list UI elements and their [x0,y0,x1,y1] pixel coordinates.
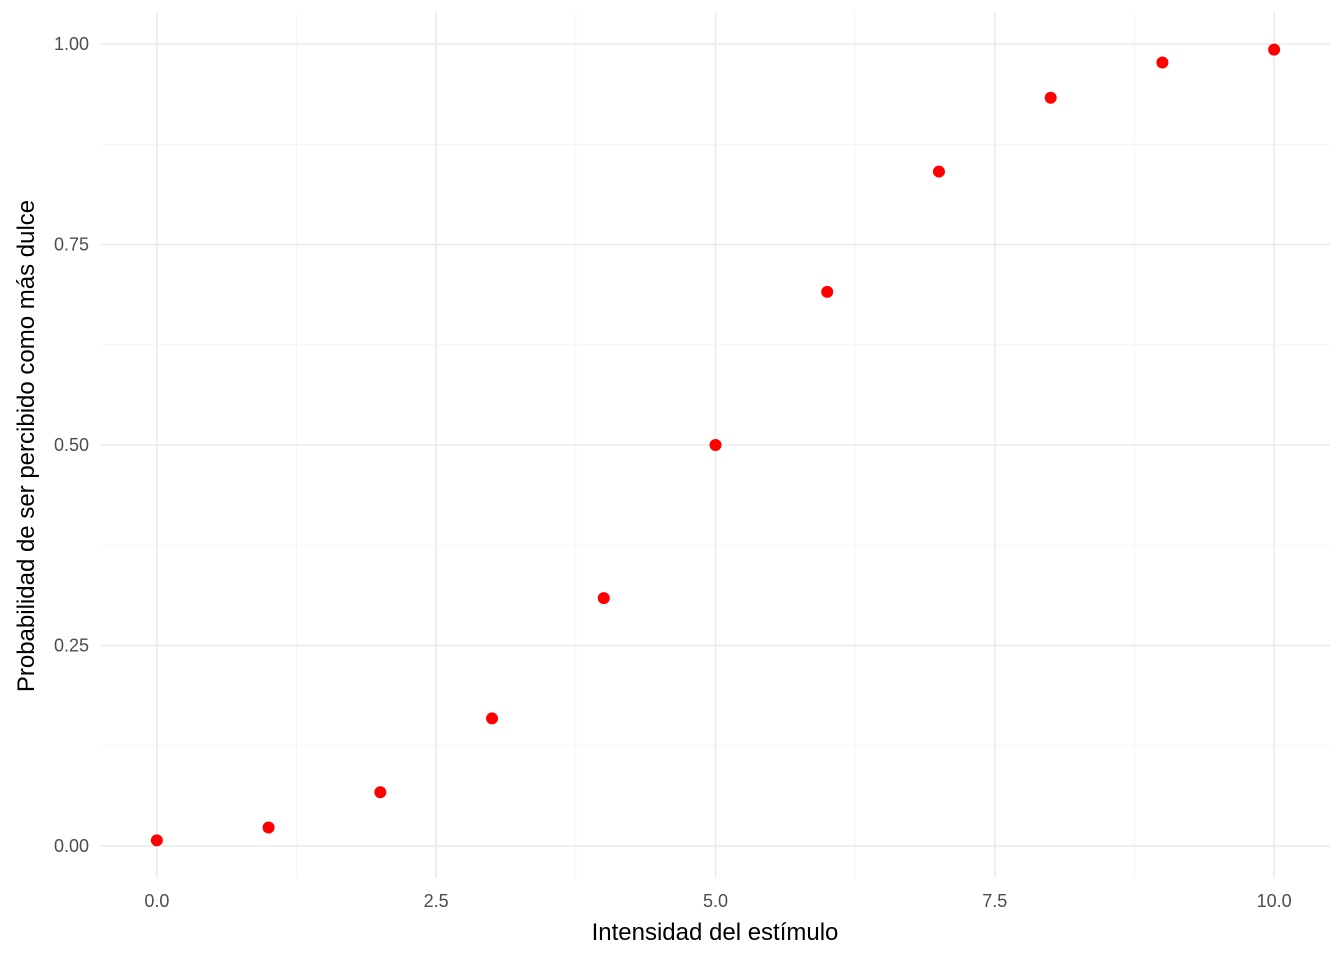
y-tick-label: 0.50 [54,435,89,455]
data-point [709,439,722,451]
x-tick-label: 7.5 [982,891,1007,911]
x-tick-label: 0.0 [144,891,169,911]
y-axis-tick-labels: 0.00 0.25 0.50 0.75 1.00 [54,34,89,856]
x-tick-label: 5.0 [703,891,728,911]
x-tick-label: 10.0 [1257,891,1292,911]
y-tick-label: 0.25 [54,635,89,655]
data-point [486,712,499,725]
data-point [1156,56,1169,69]
data-point [1044,91,1057,104]
data-point [262,821,275,834]
data-points [150,43,1281,847]
y-tick-label: 0.00 [54,836,89,856]
data-point [374,786,387,799]
y-axis-title: Probabilidad de ser percibido como más d… [13,200,40,692]
x-tick-label: 2.5 [424,891,449,911]
y-tick-label: 1.00 [54,34,89,54]
data-point [597,592,610,605]
data-point [1268,43,1281,56]
major-gridlines [101,12,1330,878]
data-point [150,834,163,847]
data-point [932,165,945,178]
x-axis-tick-labels: 0.0 2.5 5.0 7.5 10.0 [144,891,1291,911]
x-axis-title: Intensidad del estímulo [592,919,839,946]
data-point [821,285,834,298]
y-tick-label: 0.75 [54,235,89,255]
